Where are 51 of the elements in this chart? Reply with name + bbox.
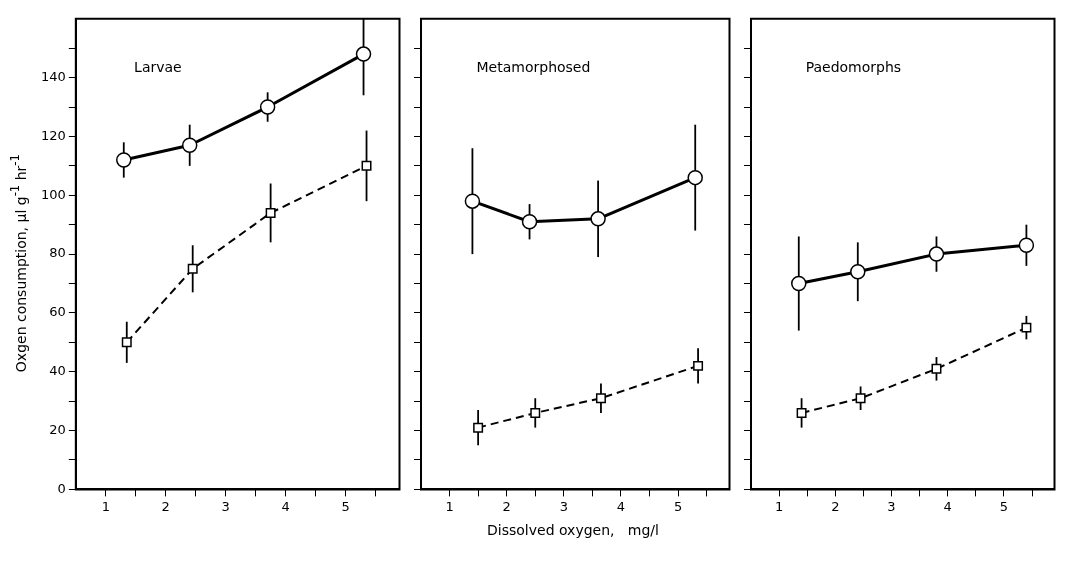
point: [265, 207, 276, 218]
x-tick-label: 4: [616, 498, 626, 514]
x-tick-label: 3: [887, 498, 896, 514]
point: [187, 263, 198, 274]
point: [796, 407, 807, 418]
x-tick-label: 3: [559, 498, 568, 514]
y-tick-label: 80: [49, 245, 66, 261]
text: Metamorphosed: [476, 59, 591, 76]
y-tick-label: 40: [49, 363, 66, 379]
y-tick-label: 100: [40, 186, 66, 202]
y-tick-label: 120: [40, 127, 66, 143]
point: [181, 137, 198, 154]
x-tick-label: 5: [341, 498, 350, 514]
x-tick-label: 1: [445, 498, 454, 514]
x-tick-label: 2: [831, 498, 840, 514]
point: [590, 211, 606, 227]
x-tick-label: 1: [101, 498, 110, 514]
y-tick-label: 20: [49, 421, 66, 437]
point: [116, 152, 132, 168]
point: [850, 264, 866, 280]
point: [464, 193, 481, 209]
point: [791, 275, 807, 292]
x-tick-label: 5: [673, 498, 683, 514]
point: [355, 46, 372, 62]
text: Larvae: [134, 59, 182, 76]
point: [595, 393, 606, 404]
point: [259, 99, 276, 115]
x-tick-label: 4: [943, 498, 952, 514]
x-tick-label: 2: [502, 498, 511, 514]
point: [687, 169, 703, 186]
y-tick-label: 60: [49, 304, 66, 320]
point: [1021, 322, 1032, 333]
y-tick-label: 140: [40, 69, 66, 84]
point: [928, 246, 945, 262]
x-tick-label: 2: [161, 498, 170, 514]
point: [931, 363, 942, 374]
point: [121, 337, 132, 348]
y-tick-label: 0: [57, 480, 66, 496]
x-tick-label: 3: [221, 498, 230, 514]
x-axis-title: Dissolved oxygen, mg/l: [487, 522, 659, 540]
point: [1018, 237, 1035, 254]
point: [473, 422, 484, 433]
text: Paedomorphs: [805, 59, 902, 76]
point: [361, 160, 372, 171]
x-tick-label: 4: [281, 498, 290, 514]
x-tick-label: 5: [999, 498, 1009, 514]
point: [855, 393, 866, 404]
point: [530, 407, 541, 418]
x-tick-label: 1: [774, 498, 784, 514]
point: [693, 360, 704, 371]
point: [521, 214, 538, 230]
